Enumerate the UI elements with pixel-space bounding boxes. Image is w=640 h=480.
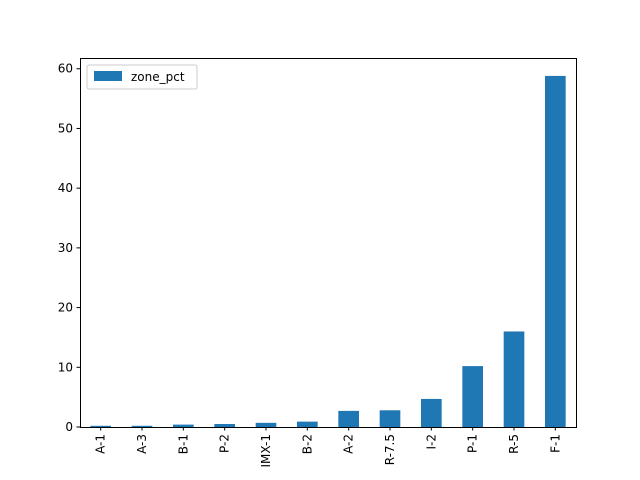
- x-axis: A-1 A-3 B-1 P-2 IMX-1 B-2 A-2 R-7.5 I-2 P-1 R-5 F-1: [94, 427, 562, 467]
- y-tick-label: 60: [58, 62, 73, 76]
- x-tick-label-IMX-1: IMX-1: [259, 434, 273, 467]
- legend: zone_pct: [86, 64, 198, 90]
- bar-I-2: [421, 398, 442, 427]
- bar-A-1: [90, 425, 111, 427]
- y-axis: 0 10 20 30 40 50 60: [58, 62, 80, 434]
- bar-P-2: [214, 424, 235, 427]
- bar-A-3: [131, 425, 153, 427]
- x-tick-label-P-2: P-2: [218, 434, 232, 453]
- y-tick-label: 10: [58, 360, 73, 374]
- bar-IMX-1: [255, 422, 277, 427]
- x-tick-label-R-7.5: R-7.5: [383, 434, 397, 465]
- bars-group: [90, 75, 566, 427]
- y-tick-label: 0: [65, 420, 73, 434]
- bar-A-2: [338, 410, 359, 427]
- x-tick-label-A-2: A-2: [342, 434, 356, 454]
- x-tick-label-F-1: F-1: [548, 434, 562, 453]
- bar-R-5: [503, 331, 525, 427]
- legend-label: zone_pct: [131, 70, 185, 84]
- x-tick-label-A-3: A-3: [135, 434, 149, 454]
- bar-F-1: [545, 75, 566, 427]
- x-tick-label-B-2: B-2: [300, 434, 314, 454]
- axes-frame: [80, 58, 577, 428]
- bar-B-1: [173, 424, 194, 427]
- x-tick-label-I-2: I-2: [424, 434, 438, 450]
- y-tick-label: 50: [58, 121, 73, 135]
- legend-swatch: [94, 71, 122, 81]
- y-tick-label: 30: [58, 241, 73, 255]
- x-tick-label-A-1: A-1: [94, 434, 108, 454]
- bar-B-2: [297, 421, 318, 427]
- bar-R-7.5: [379, 410, 401, 427]
- y-tick-label: 40: [58, 181, 73, 195]
- x-tick-label-B-1: B-1: [176, 434, 190, 454]
- x-tick-label-P-1: P-1: [466, 434, 480, 453]
- x-tick-label-R-5: R-5: [507, 434, 521, 454]
- y-tick-label: 20: [58, 301, 73, 315]
- bar-P-1: [462, 366, 483, 427]
